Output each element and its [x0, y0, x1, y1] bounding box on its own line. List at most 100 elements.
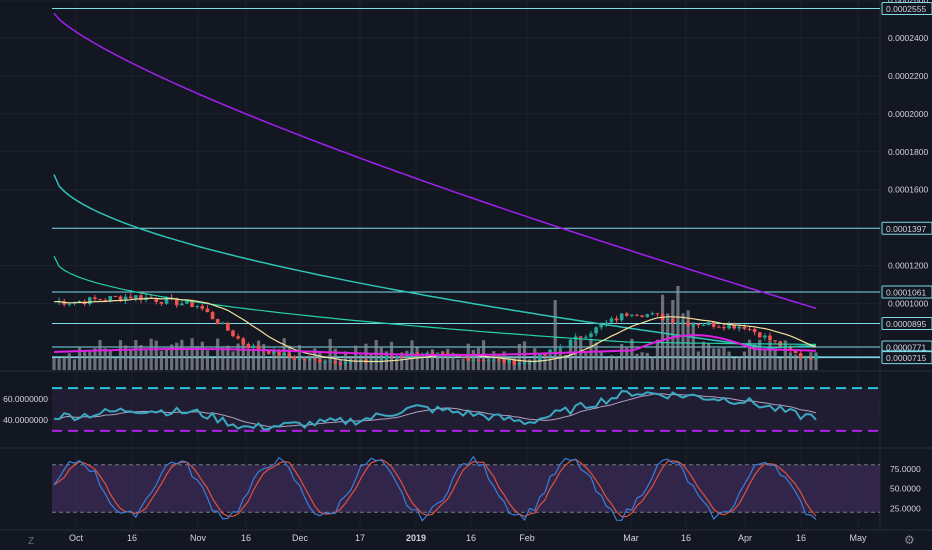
- volume-bar: [712, 348, 716, 370]
- candle-body: [630, 314, 634, 316]
- candle-body: [123, 296, 128, 301]
- candle-body: [722, 326, 726, 329]
- volume-bar: [134, 340, 138, 370]
- candle-body: [706, 322, 711, 326]
- candle-body: [164, 297, 169, 304]
- candle-body: [323, 362, 327, 364]
- candle-body: [727, 324, 731, 329]
- candle-body: [134, 295, 138, 299]
- volume-bar: [272, 351, 276, 370]
- volume-bar: [799, 354, 803, 370]
- volume-bar: [563, 354, 568, 370]
- candle-body: [113, 296, 118, 298]
- volume-bar: [139, 345, 143, 370]
- volume-bar: [251, 350, 256, 370]
- volume-bar: [609, 355, 614, 370]
- volume-bar: [604, 358, 608, 370]
- volume-bar: [246, 348, 250, 370]
- volume-bar: [159, 350, 163, 370]
- volume-bar: [696, 351, 700, 370]
- volume-bar: [236, 343, 240, 370]
- stochastic-panel[interactable]: [52, 455, 880, 522]
- volume-bar: [476, 347, 481, 370]
- candle-body: [798, 353, 803, 358]
- rsi-band-fill: [52, 388, 880, 431]
- volume-bar: [584, 351, 588, 370]
- candle-body: [139, 295, 143, 300]
- volume-bar: [548, 354, 552, 370]
- candle-body: [481, 360, 486, 362]
- volume-bar: [364, 343, 368, 370]
- candle-body: [609, 318, 614, 323]
- time-tick-label: 16: [466, 533, 476, 543]
- volume-bar: [717, 348, 721, 370]
- candle-body: [154, 298, 159, 303]
- level-label: 0.0000771: [886, 343, 926, 353]
- rsi-line: [53, 390, 817, 431]
- volume-bar: [691, 322, 695, 370]
- volume-bar: [676, 285, 680, 370]
- candle-body: [374, 359, 378, 361]
- candle-body: [282, 353, 286, 356]
- candle-body: [517, 363, 522, 365]
- volume-bar: [154, 340, 158, 370]
- candle-body: [394, 356, 399, 358]
- candle-body: [200, 305, 205, 309]
- price-tick-label: 0.0001800: [888, 147, 928, 157]
- candle-body: [614, 318, 619, 321]
- volume-bar: [456, 359, 460, 370]
- time-tick-label: May: [849, 533, 867, 543]
- candle-body: [655, 313, 660, 315]
- candle-body: [98, 299, 102, 301]
- volume-bar: [287, 345, 291, 370]
- volume-bar: [52, 358, 56, 370]
- price-panel[interactable]: [52, 8, 880, 370]
- volume-bar: [185, 348, 189, 370]
- candle-body: [205, 308, 210, 313]
- timezone-icon[interactable]: Z: [28, 536, 34, 547]
- candle-body: [180, 303, 184, 306]
- rsi-panel[interactable]: [52, 387, 880, 432]
- volume-bar: [558, 349, 562, 370]
- candle-body: [691, 324, 696, 326]
- volume-bar: [568, 346, 573, 370]
- candle-body: [348, 361, 353, 363]
- volume-bar: [666, 313, 670, 370]
- candle-body: [236, 336, 240, 339]
- candle-body: [563, 346, 568, 348]
- candle-body: [624, 313, 629, 316]
- candle-body: [768, 335, 772, 341]
- volume-bar: [814, 352, 818, 370]
- candle-body: [737, 326, 742, 329]
- level-label: 0.0002555: [886, 4, 926, 14]
- candle-body: [461, 356, 465, 358]
- candle-body: [701, 325, 706, 327]
- volume-bar: [620, 344, 624, 370]
- settings-icon[interactable]: ⚙: [904, 533, 915, 547]
- axis-layer: 0.00026000.00024000.00022000.00020000.00…: [3, 0, 932, 543]
- candle-body: [486, 360, 491, 362]
- level-label-box: [881, 221, 932, 235]
- volume-bar: [507, 359, 511, 370]
- volume-bar: [425, 356, 429, 370]
- candle-body: [527, 362, 532, 364]
- rsi-tick-label: 40.0000000: [3, 415, 48, 425]
- candle-body: [589, 333, 593, 337]
- candle-body: [67, 303, 72, 305]
- level-label-box: [881, 351, 932, 365]
- volume-bar: [747, 339, 752, 370]
- candle-body: [584, 336, 588, 338]
- candle-body: [676, 322, 680, 324]
- price-tick-label: 0.0001000: [888, 299, 928, 309]
- volume-bar: [742, 351, 747, 370]
- candle-body: [635, 314, 639, 316]
- volume-bar: [753, 343, 757, 370]
- candle-body: [502, 359, 506, 363]
- candle-body: [277, 350, 281, 356]
- volume-bar: [727, 351, 731, 370]
- candle-body: [809, 357, 813, 360]
- volume-bar: [205, 350, 210, 370]
- level-label-box: [881, 2, 932, 16]
- candle-body: [803, 357, 808, 359]
